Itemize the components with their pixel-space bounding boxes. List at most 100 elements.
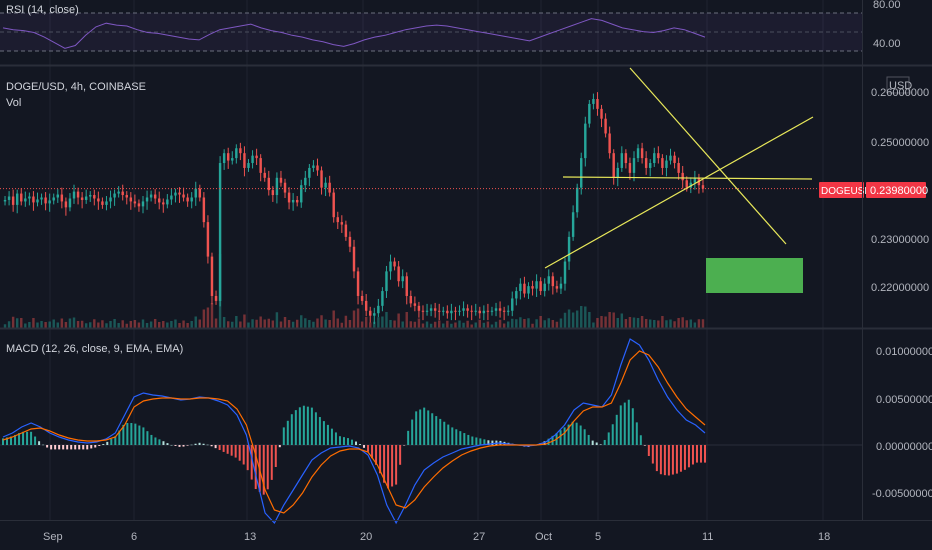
volume-bar bbox=[393, 320, 396, 328]
candle-body bbox=[559, 283, 563, 289]
volume-bar bbox=[129, 321, 133, 328]
candle-body bbox=[186, 197, 189, 202]
candle-body bbox=[84, 196, 88, 200]
histogram-bar bbox=[246, 445, 249, 471]
histogram-bar bbox=[70, 445, 73, 450]
volume-bar bbox=[190, 321, 193, 328]
volume-bar bbox=[113, 319, 116, 328]
histogram-bar bbox=[38, 441, 41, 445]
volume-bar bbox=[616, 318, 619, 328]
histogram-bar bbox=[262, 445, 265, 495]
candle-body bbox=[190, 197, 193, 202]
symbol-tag-label: DOGEUSD bbox=[821, 186, 872, 197]
candle-body bbox=[450, 310, 453, 314]
candle-body bbox=[178, 192, 181, 195]
rsi-title: RSI (14, close) bbox=[6, 4, 79, 16]
volume-bar bbox=[596, 318, 599, 328]
volume-bar bbox=[632, 317, 636, 328]
volume-bar bbox=[125, 323, 128, 328]
candle-body bbox=[15, 193, 19, 205]
volume-bar bbox=[494, 321, 498, 328]
histogram-bar bbox=[146, 431, 149, 445]
volume-bars bbox=[3, 254, 705, 328]
histogram-bar bbox=[704, 445, 706, 463]
price-pane[interactable]: DOGE/USD, 4h, COINBASE Vol USD 0.2600000… bbox=[0, 67, 929, 328]
histogram-bar bbox=[447, 424, 450, 445]
symbol-tag[interactable] bbox=[819, 182, 864, 198]
candle-body bbox=[109, 197, 112, 202]
histogram-bar bbox=[379, 445, 382, 474]
histogram-bar bbox=[334, 432, 337, 445]
volume-bar bbox=[470, 324, 473, 328]
histogram-bar bbox=[86, 445, 89, 450]
price-tag[interactable] bbox=[866, 182, 926, 198]
currency-box[interactable] bbox=[886, 76, 910, 94]
candle-body bbox=[105, 201, 108, 205]
candle-body bbox=[198, 188, 202, 198]
rsi-tick-80: 80.00 bbox=[873, 0, 901, 11]
candle-body bbox=[417, 305, 421, 311]
volume-bar bbox=[239, 321, 242, 328]
volume-label: Vol bbox=[6, 97, 21, 109]
volume-bar bbox=[3, 324, 7, 328]
histogram-bar bbox=[250, 445, 253, 480]
candle-body bbox=[393, 261, 396, 267]
volume-bar bbox=[401, 321, 404, 328]
volume-bar bbox=[198, 319, 202, 328]
candle-body bbox=[470, 310, 473, 312]
candle-body bbox=[551, 276, 555, 287]
candle-body bbox=[3, 199, 7, 202]
histogram-bar bbox=[395, 445, 398, 485]
candle-body bbox=[153, 194, 157, 199]
histogram-bar bbox=[575, 422, 578, 445]
rsi-pane[interactable]: RSI (14, close) 80.00 40.00 bbox=[0, 0, 901, 52]
histogram-bar bbox=[603, 439, 606, 445]
macd-pane[interactable]: MACD (12, 26, close, 9, EMA, EMA) 0.0100… bbox=[0, 338, 932, 525]
histogram-bar bbox=[166, 443, 169, 445]
trendline-lower[interactable] bbox=[544, 116, 814, 269]
histogram-bar bbox=[483, 439, 486, 445]
histogram-bar bbox=[431, 413, 434, 445]
candle-body bbox=[600, 108, 603, 119]
volume-bar bbox=[344, 315, 348, 328]
histogram-bar bbox=[218, 445, 221, 451]
candle-body bbox=[162, 202, 165, 205]
volume-bar bbox=[174, 319, 177, 328]
volume-bar bbox=[360, 321, 364, 328]
histogram-bar bbox=[471, 436, 474, 445]
histogram-bar bbox=[451, 427, 454, 445]
volume-bar bbox=[563, 312, 567, 328]
volume-bar bbox=[636, 318, 640, 328]
candle-body bbox=[454, 310, 457, 312]
histogram-bar bbox=[270, 445, 273, 480]
macd-histogram bbox=[2, 399, 706, 495]
volume-bar bbox=[332, 310, 335, 328]
candle-body bbox=[194, 188, 197, 198]
target-box[interactable] bbox=[706, 258, 803, 293]
candle-body bbox=[547, 276, 550, 284]
histogram-bar bbox=[659, 445, 662, 475]
volume-bar bbox=[7, 321, 11, 328]
histogram-bar bbox=[595, 442, 598, 445]
trendline-upper[interactable] bbox=[629, 67, 787, 245]
histogram-bar bbox=[238, 445, 241, 461]
time-axis[interactable]: Sep 6 13 20 27 Oct 5 11 18 bbox=[43, 531, 830, 543]
histogram-bar bbox=[150, 434, 153, 445]
histogram-bar bbox=[403, 445, 406, 446]
histogram-bar bbox=[675, 445, 678, 474]
histogram-bar bbox=[371, 445, 374, 459]
candle-body bbox=[624, 153, 628, 164]
volume-bar bbox=[604, 316, 607, 328]
candle-body bbox=[113, 193, 116, 198]
histogram-bar bbox=[387, 445, 390, 489]
volume-bar bbox=[44, 322, 47, 328]
histogram-bar bbox=[571, 421, 574, 445]
candle-body bbox=[44, 197, 47, 204]
candle-body bbox=[222, 153, 226, 164]
volume-bar bbox=[24, 323, 27, 328]
volume-bar bbox=[72, 317, 76, 328]
histogram-bar bbox=[427, 410, 430, 445]
horizontal-line[interactable] bbox=[562, 176, 813, 180]
candle-body bbox=[458, 310, 461, 312]
